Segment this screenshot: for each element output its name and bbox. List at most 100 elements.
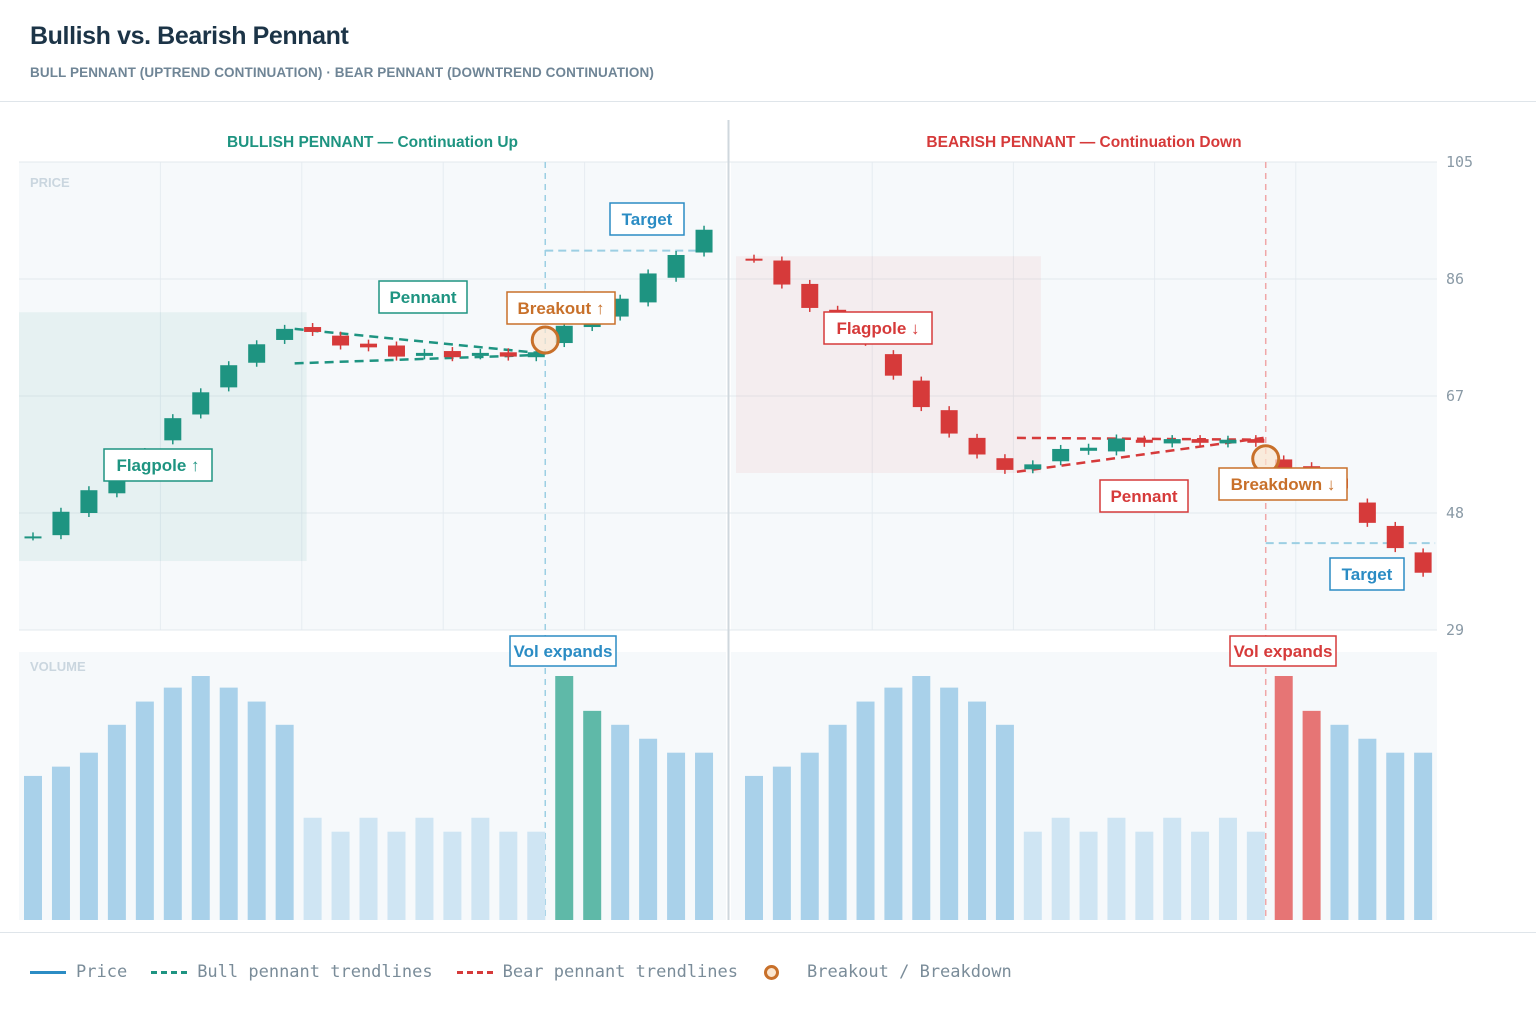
candle [1024,460,1042,474]
candle-body [968,437,986,455]
candle [164,414,182,445]
volume-bar [107,724,126,920]
candle-body [80,490,98,513]
bear-panel-title: BEARISH PENNANT — Continuation Down [926,134,1241,151]
bear-pennant-annotation-text: Pennant [1110,487,1177,506]
volume-bar [443,831,462,920]
bear-target-annotation-box [1329,557,1405,591]
bull-target-annotation-text: Target [622,210,673,229]
candle-body [304,327,322,332]
candle [1386,521,1404,553]
bear-breakdown-annotation-text: Breakdown ↓ [1231,475,1336,494]
volume-bar [51,766,70,920]
candle [1052,444,1070,466]
y-tick-label: 86 [1446,270,1464,288]
candle-body [583,323,601,328]
volume-bar [1135,831,1154,920]
legend-label-bull: Bull pennant trendlines [197,962,433,982]
bull-target-annotation-box [609,202,685,236]
candle-body [164,418,182,441]
bear-pennant-annotation: Pennant [1099,479,1189,513]
volume-bar [667,752,686,920]
candle-body [555,325,573,344]
candle [1080,443,1098,455]
volume-panel-label: VOLUME [30,659,86,674]
volume-bar [387,831,406,920]
candle-body [1386,525,1404,549]
candle-body [1024,464,1042,470]
candle [220,361,238,392]
candle-body [443,351,461,358]
volume-bar [1079,831,1098,920]
bull-pennant-annotation: Pennant [378,280,468,314]
candle-body [527,352,545,358]
price-line-swatch [30,970,66,974]
volume-bar [527,831,546,920]
header: Bullish vs. Bearish Pennant BULL PENNANT… [0,0,1536,102]
candle [80,486,98,517]
volume-bar [219,687,238,920]
legend-label-price: Price [76,962,128,982]
volume-bar [1107,817,1126,920]
candle-body [24,536,42,539]
legend-label-breakout: Breakout / Breakdown [807,962,1012,982]
bear-dash-swatch [456,970,493,974]
bear-pennant-trendline-0 [1016,436,1264,441]
bull-volume-annotation-box [509,635,617,667]
pennant-chart: 105 86 67 48 29 PRICE VOLUME BULLISH PENNANT — … [19,120,1473,920]
candle-body [1163,439,1181,444]
volume-bar [772,766,791,920]
bull-pennant-annotation-box [378,280,468,314]
candle-body [499,352,517,357]
bull-breakout-annotation: Breakout ↑ [506,291,616,325]
legend-item-bear: Bear pennant trendlines [456,962,738,982]
candle [332,331,350,350]
candle [773,256,791,289]
candle [745,254,763,263]
candle [639,269,657,307]
candle-body [1219,439,1237,444]
legend-item-price: Price [30,962,127,982]
volume-bar [191,676,210,920]
candle [1358,498,1376,527]
volume-bar [968,701,987,920]
candle-body [611,298,629,317]
candle-body [639,273,657,303]
candle [695,225,713,257]
bear-volume-annotation: Vol expands [1229,635,1337,667]
volume-bar [331,831,350,920]
bear-flagpole-annotation: Flagpole ↓ [823,311,933,345]
volume-bar [24,775,42,920]
candle-body [695,229,713,253]
volume-bar [745,775,763,920]
bull-panel-title: BULLISH PENNANT — Continuation Up [227,134,518,151]
bull-pennant-trendline-0 [294,327,545,355]
volume-bar [359,817,378,920]
candle-body [1080,447,1098,451]
candle-body [220,365,238,388]
candle [192,388,210,419]
volume-bar [995,724,1014,920]
volume-bar [471,817,490,920]
volume-bar [1274,676,1293,920]
candle-body [108,478,126,494]
volume-bar [247,701,266,920]
bear-volume-annotation-text: Vol expands [1234,642,1333,661]
volume-bar [611,724,630,920]
volume-bar [1302,710,1321,920]
candle [611,294,629,321]
bear-flagpole-annotation-box [823,311,933,345]
bear-pennant-annotation-box [1099,479,1189,513]
bull-pennant-trendline-1 [294,353,545,365]
candle [248,340,266,367]
bear-breakdown-annotation-box [1218,467,1348,501]
candle-body [360,343,378,348]
volume-bar [1218,817,1237,920]
candle-body [912,380,930,408]
candle-body [1135,439,1153,443]
bear-breakdown-annotation: Breakdown ↓ [1218,467,1348,501]
legend-label-bear: Bear pennant trendlines [502,962,738,982]
legend-item-bull: Bull pennant trendlines [151,962,433,982]
candle [471,348,489,360]
volume-bar [1414,752,1433,920]
